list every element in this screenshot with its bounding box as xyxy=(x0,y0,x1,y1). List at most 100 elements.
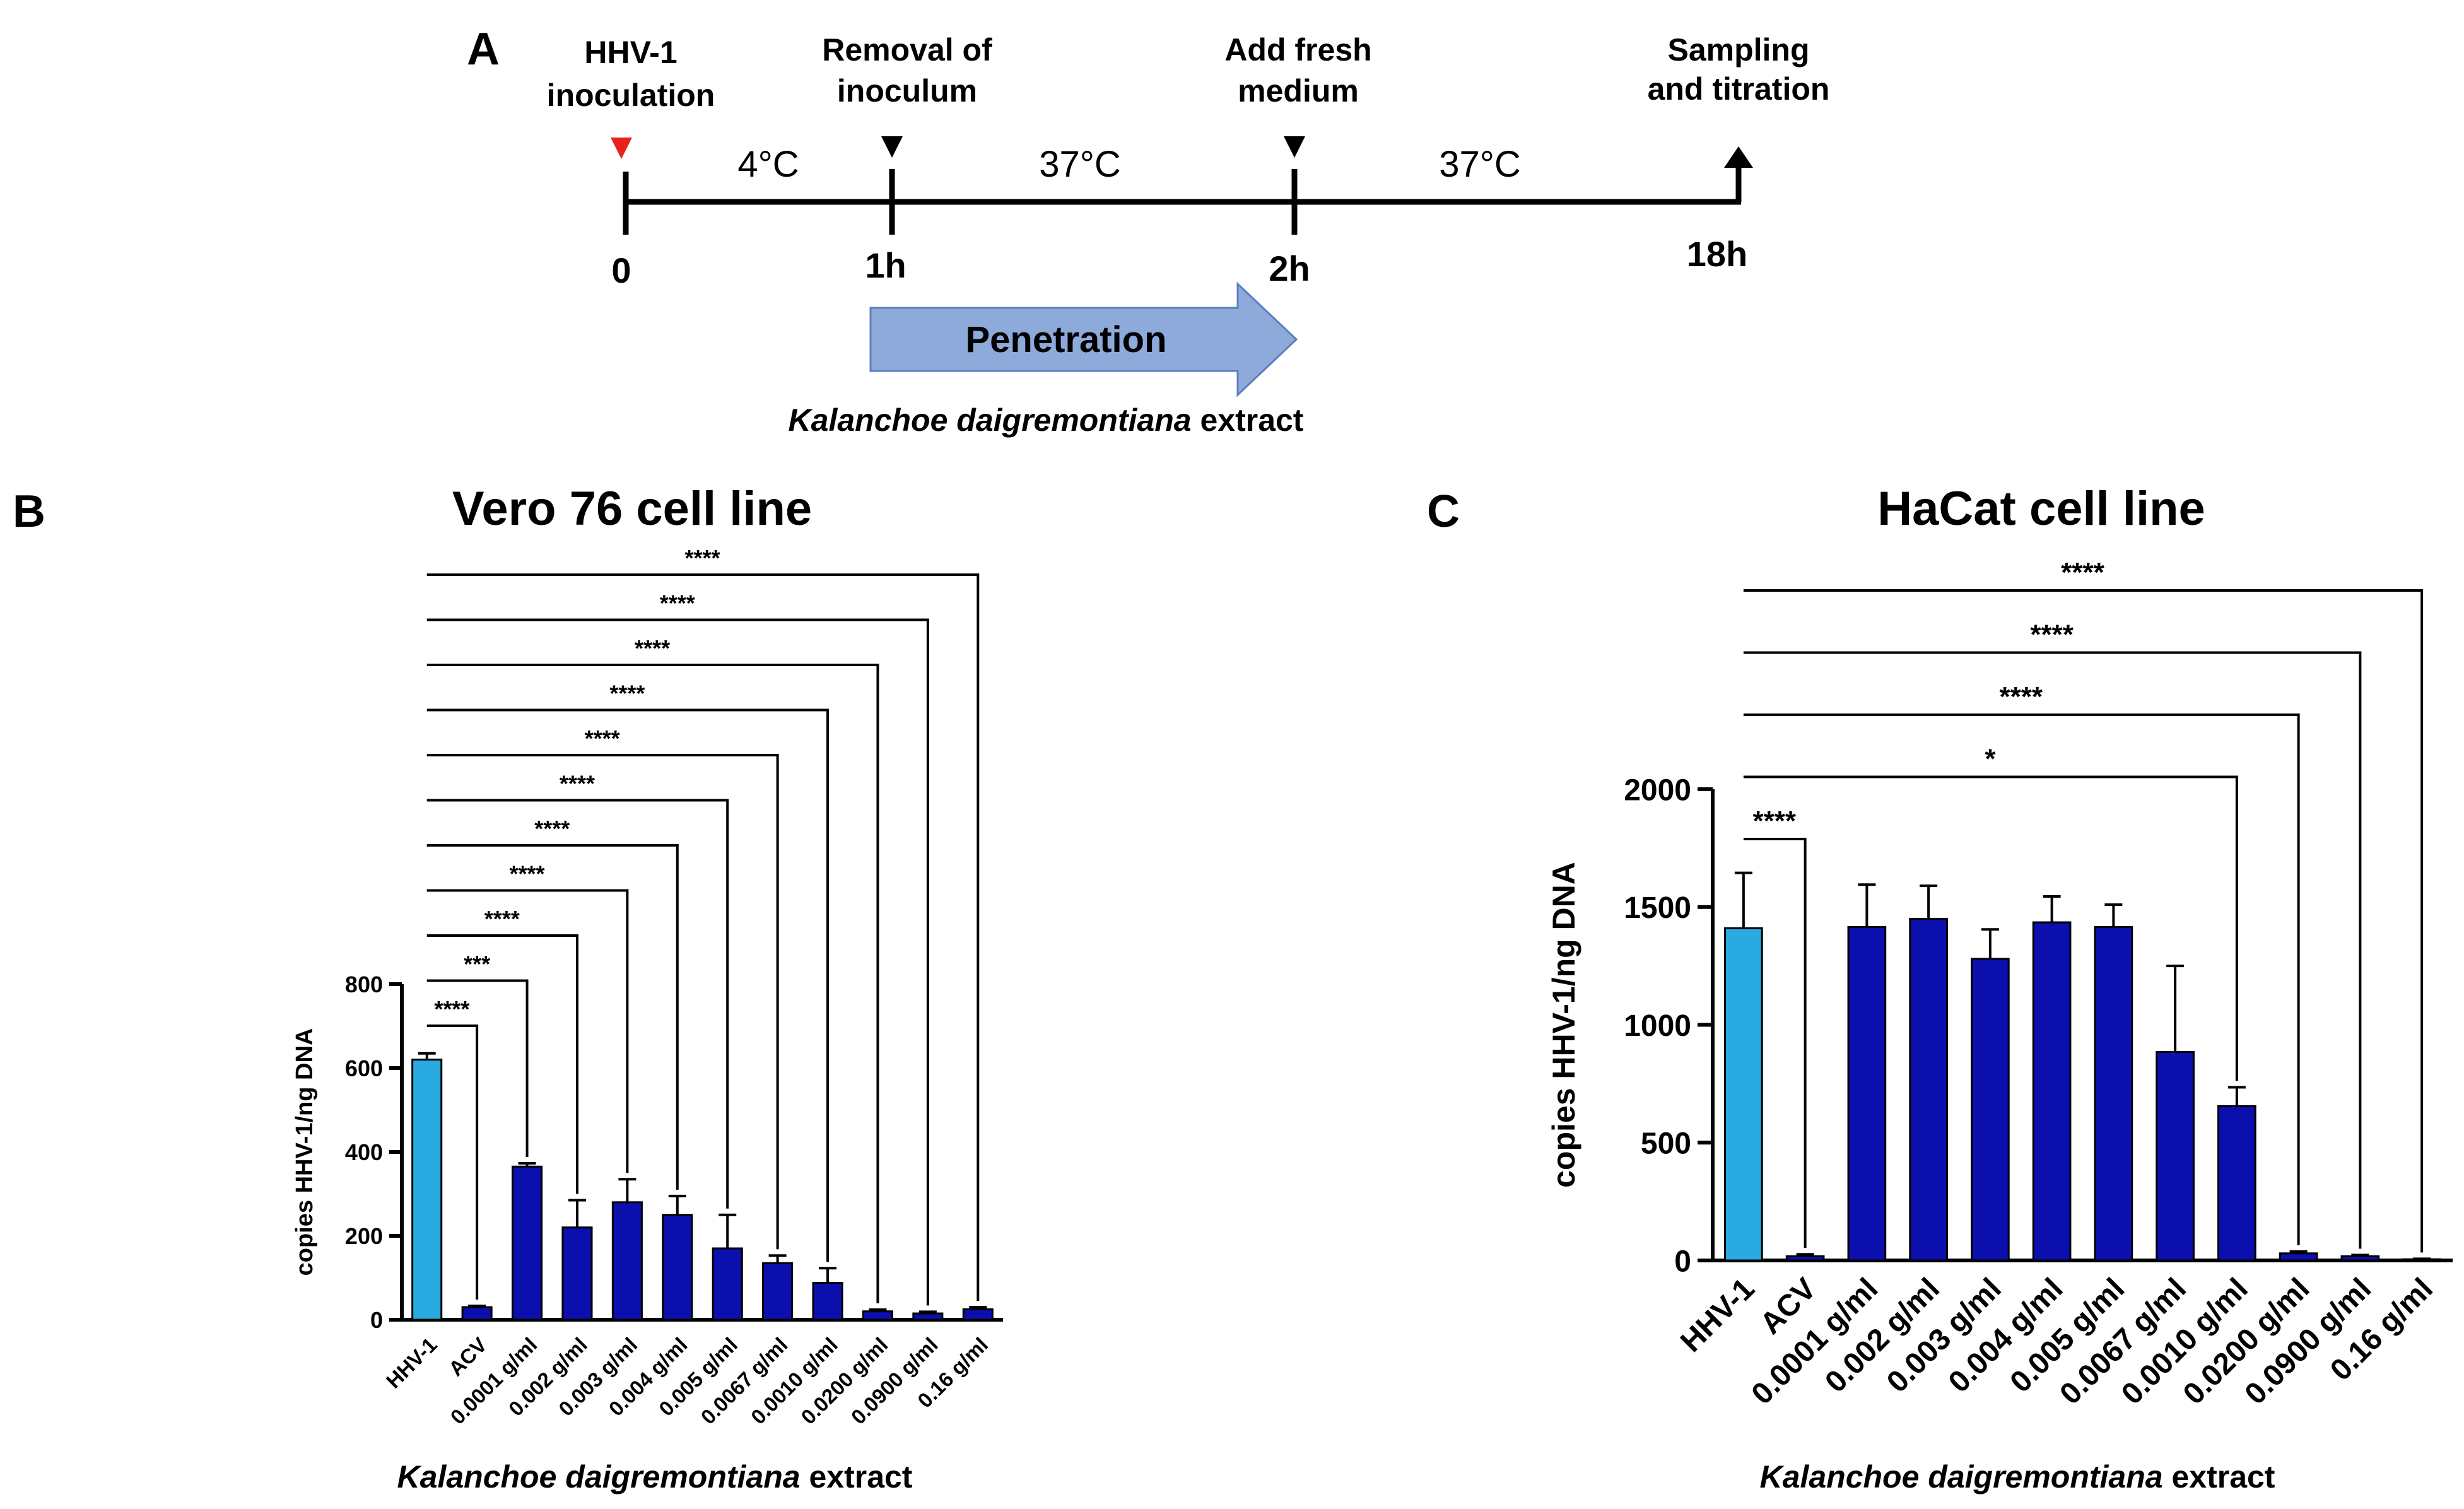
significance-bracket xyxy=(426,708,830,1262)
y-tick-label: 600 xyxy=(345,1055,383,1081)
significance-bracket xyxy=(1743,651,2362,1249)
event-removal-line2: inoculum xyxy=(837,73,977,109)
bar xyxy=(912,1312,944,1321)
time-label-18h: 18h xyxy=(1687,234,1748,274)
significance-label: **** xyxy=(2000,681,2043,712)
significance-label: **** xyxy=(560,771,595,797)
bar xyxy=(2032,921,2072,1262)
timeline-end-arrow-icon xyxy=(1724,146,1753,168)
y-tick-label: 800 xyxy=(345,972,383,997)
y-tick-label: 1000 xyxy=(1624,1009,1691,1043)
significance-bracket xyxy=(426,754,779,1250)
significance-bracket xyxy=(426,934,578,1194)
bar xyxy=(712,1247,743,1321)
bar xyxy=(2217,1105,2256,1262)
y-tick-label: 400 xyxy=(345,1139,383,1165)
temperature-37c-first: 37°C xyxy=(1039,144,1121,185)
time-labels: 0 1h 2h 18h xyxy=(611,234,1747,290)
significance-label: * xyxy=(1985,744,1996,775)
penetration-label: Penetration xyxy=(965,319,1166,360)
bar xyxy=(1847,925,1887,1262)
extract-label: Kalanchoe daigremontiana extract xyxy=(789,402,1304,438)
temperature-labels: 4°C 37°C 37°C xyxy=(737,144,1520,185)
significance-bracket xyxy=(426,1025,479,1300)
significance-label: **** xyxy=(510,861,545,887)
significance-bracket xyxy=(426,979,529,1157)
x-axis-label-suffix: extract xyxy=(801,1459,913,1494)
panel-label-b: B xyxy=(13,486,45,537)
panel-label-a: A xyxy=(467,24,500,74)
extract-label-species: Kalanchoe daigremontiana xyxy=(789,402,1192,438)
event-inoculation-line1: HHV-1 xyxy=(584,35,677,70)
bar xyxy=(2279,1252,2318,1262)
y-tick-label: 500 xyxy=(1641,1127,1691,1161)
bar xyxy=(862,1310,893,1321)
y-tick-label: 200 xyxy=(345,1223,383,1249)
significance-bracket xyxy=(1743,775,2238,1081)
bar xyxy=(1785,1255,1825,1262)
significance-label: **** xyxy=(484,906,520,932)
y-tick-label: 1500 xyxy=(1624,891,1691,925)
y-axis-label: copies HHV-1/ng DNA xyxy=(291,1028,318,1276)
bar xyxy=(2156,1050,2195,1262)
y-tick-label: 0 xyxy=(1674,1245,1691,1278)
significance-label: **** xyxy=(609,681,645,707)
temperature-37c-second: 37°C xyxy=(1439,144,1521,185)
category-label: HHV-1 xyxy=(382,1333,442,1393)
significance-bracket xyxy=(426,844,679,1190)
bar xyxy=(411,1059,443,1321)
event-fresh-medium-line2: medium xyxy=(1238,73,1359,109)
bar xyxy=(461,1306,493,1321)
y-axis-label: copies HHV-1/ng DNA xyxy=(1546,862,1581,1188)
significance-bracket xyxy=(426,889,629,1173)
event-sampling-line1: Sampling xyxy=(1667,32,1809,68)
bar xyxy=(1909,917,1948,1262)
significance-label: **** xyxy=(2030,619,2074,650)
panel-a-timeline: A HHV-1 inoculation Removal of inoculum … xyxy=(467,24,1829,438)
significance-bracket xyxy=(426,799,729,1209)
bar xyxy=(1724,927,1763,1262)
y-tick-label: 0 xyxy=(370,1307,383,1333)
bar xyxy=(1971,958,2010,1262)
event-removal-line1: Removal of xyxy=(822,32,992,68)
significance-bracket xyxy=(426,573,980,1301)
significance-label: *** xyxy=(464,951,490,977)
significance-label: **** xyxy=(1753,806,1797,837)
significance-label: **** xyxy=(2061,557,2104,588)
x-axis-label-species: Kalanchoe daigremontiana xyxy=(1760,1459,2163,1494)
chart-title: Vero 76 cell line xyxy=(452,482,812,536)
x-axis-label-species: Kalanchoe daigremontiana xyxy=(397,1459,801,1494)
bar xyxy=(962,1308,994,1321)
significance-bracket xyxy=(426,664,879,1304)
removal-marker xyxy=(881,136,903,158)
event-labels: HHV-1 inoculation Removal of inoculum Ad… xyxy=(547,32,1830,113)
significance-label: **** xyxy=(635,635,670,661)
inoculation-marker xyxy=(611,138,632,159)
time-label-0: 0 xyxy=(611,250,631,290)
fresh-medium-marker xyxy=(1284,136,1305,158)
significance-label: **** xyxy=(585,725,620,751)
bar xyxy=(611,1201,643,1321)
bar xyxy=(812,1281,843,1321)
significance-bracket xyxy=(1743,838,1807,1248)
time-label-1h: 1h xyxy=(865,245,906,285)
x-axis-label: Kalanchoe daigremontiana extract xyxy=(1760,1459,2275,1494)
significance-label: **** xyxy=(684,545,720,571)
panel-label-c: C xyxy=(1427,486,1460,537)
time-label-2h: 2h xyxy=(1269,249,1310,288)
bar xyxy=(561,1226,593,1321)
bar xyxy=(2094,925,2133,1262)
bar xyxy=(512,1165,543,1321)
penetration-arrow xyxy=(869,281,1298,397)
chart-title: HaCat cell line xyxy=(1877,482,2205,536)
y-tick-label: 2000 xyxy=(1624,773,1691,807)
significance-label: **** xyxy=(434,996,469,1022)
significance-label: **** xyxy=(660,590,695,616)
event-sampling-line2: and titration xyxy=(1648,71,1830,107)
bar xyxy=(662,1214,693,1321)
event-inoculation-line2: inoculation xyxy=(547,78,715,113)
significance-label: **** xyxy=(534,816,570,842)
significance-bracket xyxy=(1743,589,2424,1253)
x-axis-label: Kalanchoe daigremontiana extract xyxy=(397,1459,913,1494)
